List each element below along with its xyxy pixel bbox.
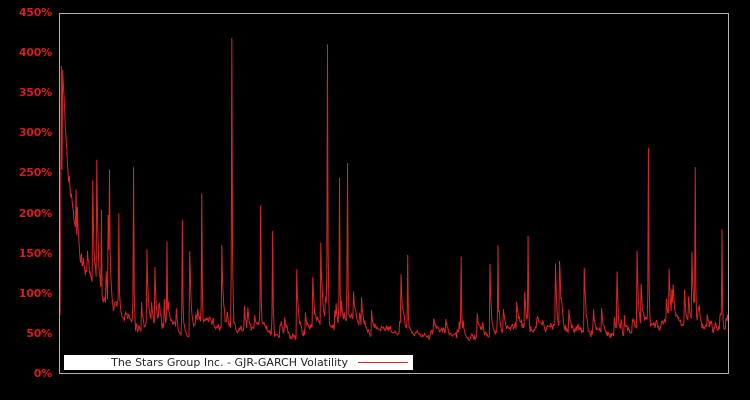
y-axis-tick-label: 400%: [18, 46, 52, 60]
y-axis-tick-label: 350%: [18, 86, 52, 100]
y-axis-tick-label: 450%: [18, 6, 52, 19]
volatility-line-series: [60, 37, 728, 342]
y-axis: 0% 50% 100% 150% 200% 250% 300% 350% 400% 450%: [0, 0, 56, 400]
legend-label: The Stars Group Inc. - GJR-GARCH Volatil…: [111, 355, 348, 369]
y-axis-tick-label: 250%: [18, 166, 52, 180]
series-path-gjr-garch: [60, 37, 728, 342]
y-axis-tick-label: 0%: [33, 367, 52, 380]
y-axis-tick-label: 150%: [18, 246, 52, 260]
y-axis-tick-label: 300%: [18, 126, 52, 140]
y-axis-tick-label: 100%: [18, 286, 52, 300]
y-axis-tick-label: 50%: [26, 326, 52, 340]
y-axis-tick-label: 200%: [18, 206, 52, 220]
plot-area: [59, 13, 729, 374]
legend: The Stars Group Inc. - GJR-GARCH Volatil…: [64, 355, 413, 370]
legend-line-sample-icon: [358, 362, 408, 363]
